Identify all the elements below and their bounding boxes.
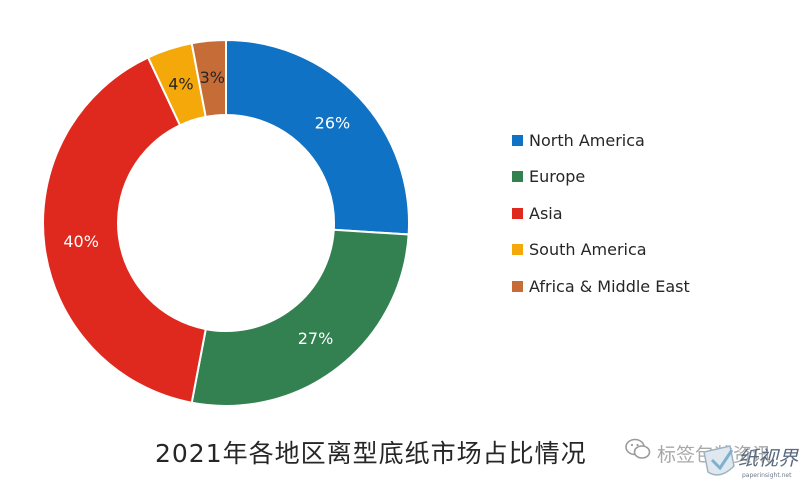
slice-north-america (225, 38, 410, 236)
slice-africa-middle-east (190, 38, 227, 119)
legend-item-north-america: North America (512, 122, 690, 159)
donut-slices (42, 38, 410, 407)
legend-label: Europe (529, 167, 586, 187)
watermark-logo-url: paperinsight.net (742, 472, 792, 479)
chart-title: 2021年各地区离型底纸市场占比情况 (155, 439, 587, 468)
legend-label: Asia (529, 203, 563, 223)
data-label-south-america: 4% (168, 75, 193, 94)
data-label-africa-middle-east: 3% (200, 68, 225, 87)
legend-item-asia: Asia (512, 195, 690, 232)
slice-labels: 26% 27% 40% 4% 3% (63, 68, 350, 348)
legend-swatch (512, 134, 523, 146)
chart-legend: North America Europe Asia South America Afri… (512, 122, 690, 305)
legend-swatch (512, 171, 523, 183)
legend-swatch (512, 244, 523, 256)
data-label-north-america: 26% (315, 114, 351, 133)
watermark-logo-text: 纸视界 (738, 446, 798, 470)
caption-bar: 2021年各地区离型底纸市场占比情况 标签包装资讯 (0, 430, 800, 470)
legend-item-europe: Europe (512, 159, 690, 196)
data-label-asia: 40% (63, 232, 99, 251)
legend-item-south-america: South America (512, 232, 690, 269)
paperinsight-logo-icon (703, 445, 735, 476)
data-label-europe: 27% (298, 329, 334, 348)
legend-item-africa-middle-east: Africa & Middle East (512, 268, 690, 305)
legend-label: South America (529, 240, 647, 260)
slice-europe (190, 228, 410, 407)
legend-label: Africa & Middle East (529, 276, 690, 296)
slice-asia (42, 56, 207, 404)
wechat-icon (625, 438, 651, 459)
legend-swatch (512, 280, 523, 292)
legend-label: North America (529, 130, 645, 150)
legend-swatch (512, 207, 523, 219)
